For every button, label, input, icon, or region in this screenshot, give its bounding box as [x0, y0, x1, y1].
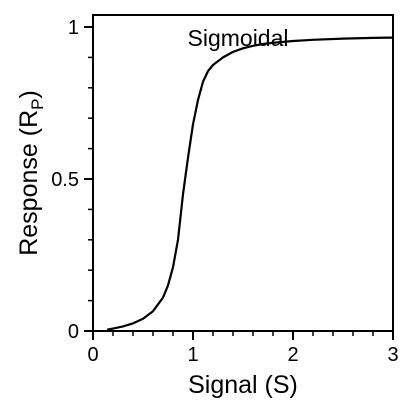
- x-axis-title: Signal (S): [188, 371, 298, 399]
- x-tick-label: 3: [387, 344, 398, 366]
- x-tick-label: 0: [87, 344, 98, 366]
- x-tick-label: 1: [187, 344, 198, 366]
- ticks-layer: [84, 26, 394, 340]
- y-axis-title: Response (RP): [15, 90, 47, 256]
- y-tick-label: 0: [68, 321, 79, 343]
- x-tick-label: 2: [287, 344, 298, 366]
- plot-frame: [92, 14, 394, 332]
- annotation-sigmoidal: Sigmoidal: [188, 25, 289, 51]
- y-tick-label: 1: [68, 17, 79, 39]
- y-tick-label: 0.5: [51, 169, 79, 191]
- y-axis-title-main: Response (R: [15, 110, 43, 256]
- y-axis-title-subscript: P: [28, 99, 47, 110]
- series-layer: [106, 36, 395, 331]
- series-line: [106, 36, 395, 331]
- y-axis-title-close: ): [15, 90, 43, 98]
- tick-labels-layer: 0 1 2 3 0 0.5 1: [51, 17, 398, 366]
